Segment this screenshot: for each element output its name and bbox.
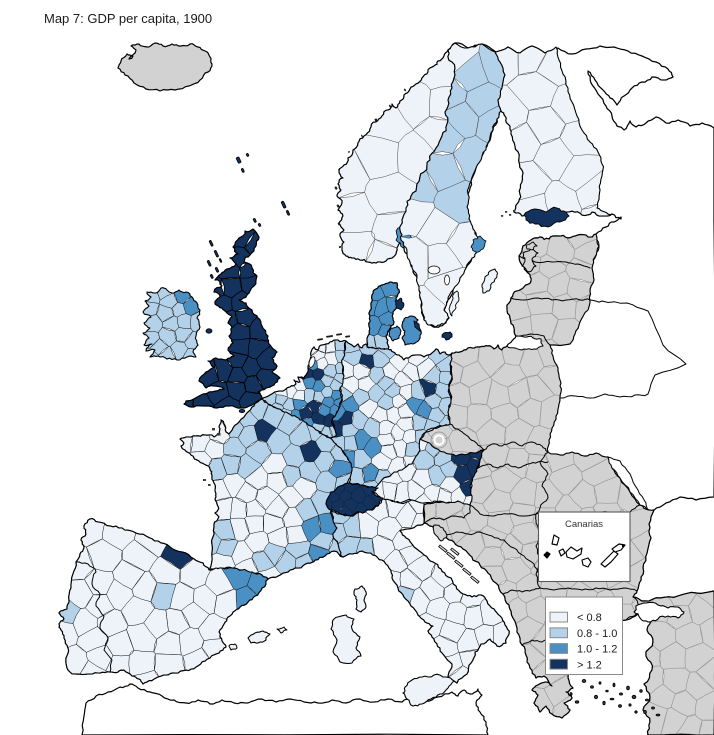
svg-text:> 1.2: > 1.2 — [577, 659, 602, 671]
svg-text:Canarias: Canarias — [565, 519, 603, 530]
svg-text:0.8 - 1.0: 0.8 - 1.0 — [577, 628, 617, 640]
svg-text:1.0 - 1.2: 1.0 - 1.2 — [577, 644, 617, 656]
svg-text:< 0.8: < 0.8 — [577, 612, 602, 624]
